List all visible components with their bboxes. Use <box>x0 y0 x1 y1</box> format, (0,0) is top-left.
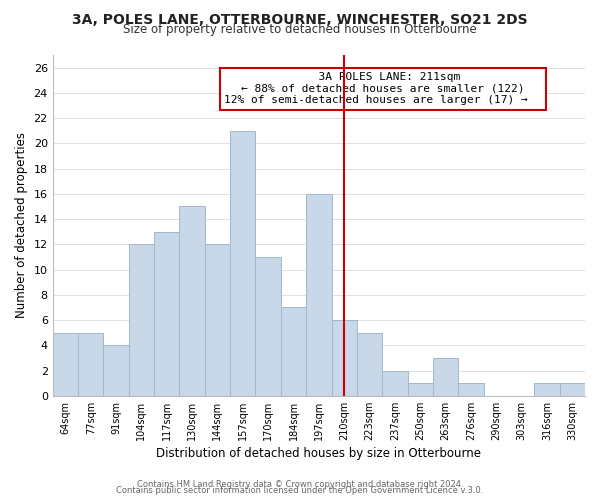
Bar <box>179 206 205 396</box>
Bar <box>230 130 256 396</box>
Bar <box>306 194 332 396</box>
X-axis label: Distribution of detached houses by size in Otterbourne: Distribution of detached houses by size … <box>157 447 481 460</box>
Text: Contains public sector information licensed under the Open Government Licence v.: Contains public sector information licen… <box>116 486 484 495</box>
Bar <box>458 383 484 396</box>
Bar <box>256 257 281 396</box>
Text: Size of property relative to detached houses in Otterbourne: Size of property relative to detached ho… <box>123 22 477 36</box>
Bar <box>382 370 407 396</box>
Bar <box>433 358 458 396</box>
Bar <box>357 332 382 396</box>
Bar <box>281 308 306 396</box>
Bar <box>53 332 78 396</box>
Bar <box>205 244 230 396</box>
Y-axis label: Number of detached properties: Number of detached properties <box>15 132 28 318</box>
Bar <box>407 383 433 396</box>
Bar <box>332 320 357 396</box>
Bar <box>535 383 560 396</box>
Bar <box>129 244 154 396</box>
Bar <box>78 332 103 396</box>
Bar <box>154 232 179 396</box>
Bar <box>103 346 129 396</box>
Text: Contains HM Land Registry data © Crown copyright and database right 2024.: Contains HM Land Registry data © Crown c… <box>137 480 463 489</box>
Text: 3A, POLES LANE, OTTERBOURNE, WINCHESTER, SO21 2DS: 3A, POLES LANE, OTTERBOURNE, WINCHESTER,… <box>72 12 528 26</box>
Bar <box>560 383 585 396</box>
Text: 3A POLES LANE: 211sqm
← 88% of detached houses are smaller (122)
12% of semi-det: 3A POLES LANE: 211sqm ← 88% of detached … <box>224 72 541 105</box>
